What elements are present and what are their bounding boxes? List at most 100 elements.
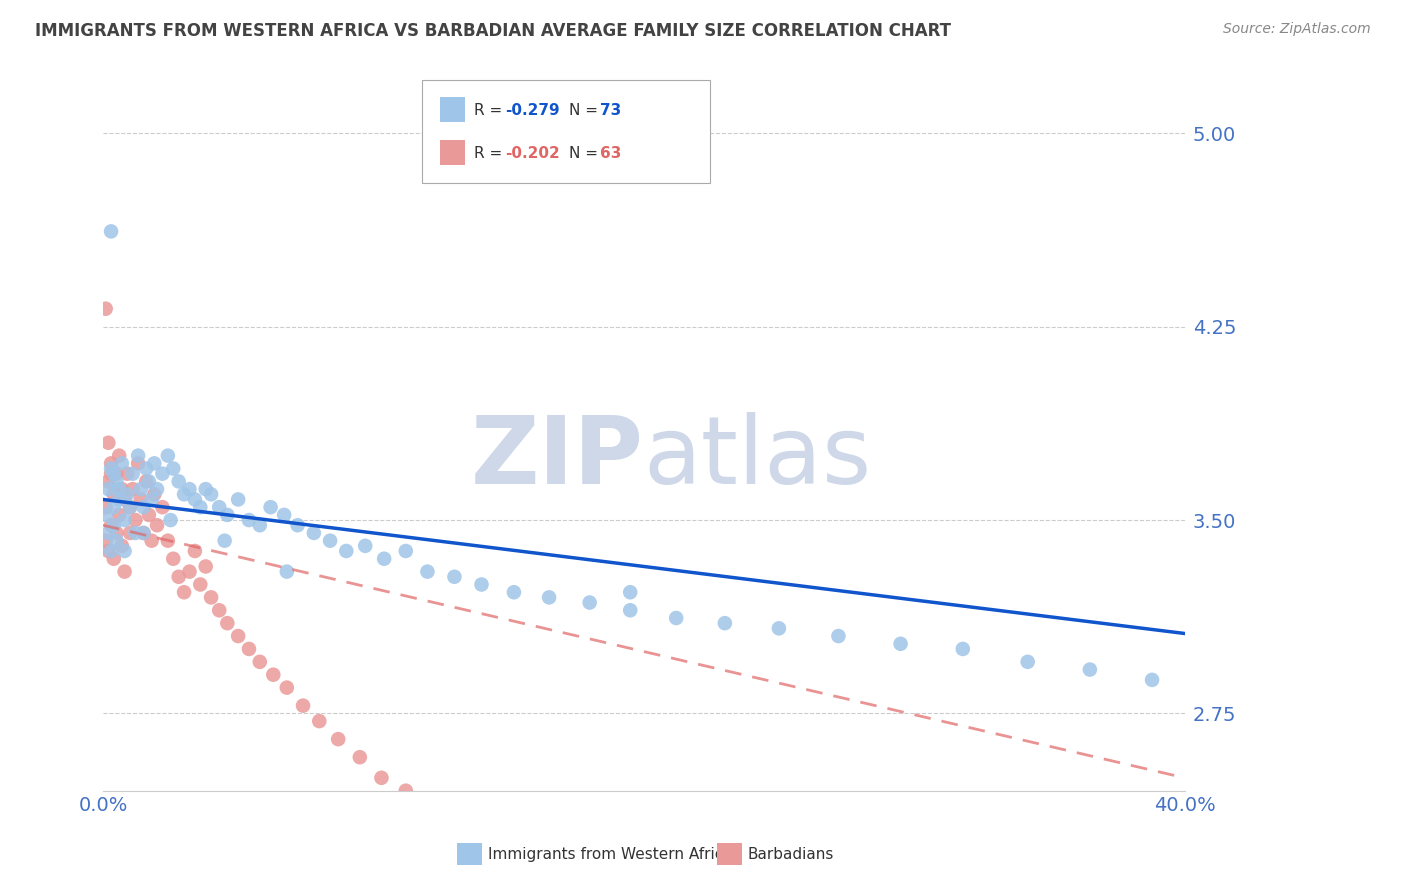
Point <box>238 642 260 657</box>
Point <box>578 595 600 609</box>
Text: R =: R = <box>474 103 508 118</box>
Point <box>143 456 166 470</box>
Point <box>890 637 912 651</box>
Point <box>173 585 195 599</box>
Point <box>238 513 260 527</box>
Point <box>111 539 134 553</box>
Point <box>103 551 125 566</box>
Point <box>557 869 579 883</box>
Point <box>179 482 201 496</box>
Point <box>188 577 211 591</box>
Point <box>103 500 125 515</box>
Point <box>135 475 157 489</box>
Point <box>94 500 117 515</box>
Point <box>105 533 128 548</box>
Point <box>118 525 141 540</box>
Text: 63: 63 <box>600 145 621 161</box>
Point <box>108 482 131 496</box>
Point <box>249 655 271 669</box>
Point <box>262 667 284 681</box>
Point <box>422 802 444 816</box>
Text: -0.202: -0.202 <box>505 145 560 161</box>
Point <box>97 435 120 450</box>
Point <box>97 482 120 496</box>
Point <box>484 835 506 849</box>
Point <box>714 616 737 631</box>
Point <box>302 525 325 540</box>
Point <box>94 301 117 316</box>
Point <box>132 525 155 540</box>
Point <box>194 559 217 574</box>
Point <box>173 487 195 501</box>
Point <box>214 533 236 548</box>
Point <box>952 642 974 657</box>
Point <box>208 603 231 617</box>
Text: atlas: atlas <box>644 411 872 504</box>
Point <box>665 611 688 625</box>
Point <box>156 533 179 548</box>
Point <box>117 467 139 481</box>
Point <box>118 500 141 515</box>
Point <box>103 518 125 533</box>
Point <box>349 750 371 764</box>
Point <box>600 887 623 892</box>
Point <box>97 525 120 540</box>
Point <box>117 487 139 501</box>
Point <box>129 482 152 496</box>
Point <box>152 467 174 481</box>
Point <box>276 681 298 695</box>
Point <box>194 482 217 496</box>
Text: IMMIGRANTS FROM WESTERN AFRICA VS BARBADIAN AVERAGE FAMILY SIZE CORRELATION CHAR: IMMIGRANTS FROM WESTERN AFRICA VS BARBAD… <box>35 22 950 40</box>
Point <box>100 467 122 481</box>
Point <box>328 732 350 747</box>
Point <box>188 500 211 515</box>
Text: -0.279: -0.279 <box>505 103 560 118</box>
Point <box>108 449 131 463</box>
Point <box>226 492 249 507</box>
Point <box>200 591 222 605</box>
Text: R =: R = <box>474 145 508 161</box>
Point <box>287 518 309 533</box>
Point <box>292 698 315 713</box>
Point <box>519 853 541 867</box>
Point <box>97 544 120 558</box>
Text: Barbadians: Barbadians <box>748 847 834 862</box>
Point <box>141 533 163 548</box>
Text: Immigrants from Western Africa: Immigrants from Western Africa <box>488 847 733 862</box>
Point <box>451 817 474 831</box>
Point <box>200 487 222 501</box>
Point <box>121 467 143 481</box>
Point <box>273 508 295 522</box>
Point <box>105 475 128 489</box>
Point <box>768 621 790 635</box>
Point <box>114 544 136 558</box>
Point <box>217 616 239 631</box>
Point <box>97 475 120 489</box>
Point <box>127 456 149 470</box>
Point <box>226 629 249 643</box>
Point <box>103 487 125 501</box>
Point <box>111 456 134 470</box>
Point <box>111 482 134 496</box>
Point <box>503 585 526 599</box>
Point <box>103 467 125 481</box>
Text: N =: N = <box>569 103 603 118</box>
Point <box>276 565 298 579</box>
Point <box>132 525 155 540</box>
Point <box>184 544 207 558</box>
Text: N =: N = <box>569 145 603 161</box>
Point <box>105 467 128 481</box>
Point <box>121 482 143 496</box>
Point <box>249 518 271 533</box>
Point <box>1078 663 1101 677</box>
Point <box>152 500 174 515</box>
Point <box>100 456 122 470</box>
Text: ZIP: ZIP <box>471 411 644 504</box>
Point <box>184 492 207 507</box>
Point <box>217 508 239 522</box>
Point <box>1017 655 1039 669</box>
Point <box>156 449 179 463</box>
Point <box>129 492 152 507</box>
Point <box>132 500 155 515</box>
Point <box>208 500 231 515</box>
